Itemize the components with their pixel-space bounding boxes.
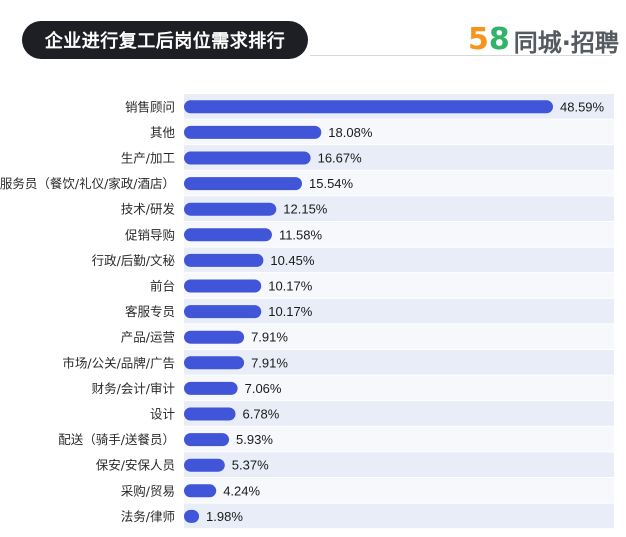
bar <box>184 228 272 242</box>
category-label: 促销导购 <box>125 227 175 242</box>
bar <box>184 407 236 421</box>
category-label: 产品/运营 <box>121 330 175 345</box>
value-label: 5.93% <box>236 432 273 447</box>
value-label: 1.98% <box>206 509 243 524</box>
value-label: 18.08% <box>328 125 373 140</box>
row-band <box>184 324 614 349</box>
category-label: 设计 <box>150 407 175 422</box>
row-band <box>184 478 614 503</box>
bar <box>184 125 322 139</box>
category-label: 服务员（餐饮/礼仪/家政/酒店） <box>0 176 175 191</box>
bar <box>184 458 225 472</box>
brand-name: 同城·招聘 <box>513 28 619 57</box>
brand-logo: 5 8 同城·招聘 <box>468 20 619 60</box>
chart-title: 企业进行复工后岗位需求排行 <box>22 21 308 59</box>
value-label: 10.45% <box>270 253 315 268</box>
value-label: 6.78% <box>242 407 279 422</box>
bar <box>184 253 264 267</box>
category-label: 法务/律师 <box>121 509 175 524</box>
header-divider <box>310 55 612 56</box>
value-label: 15.54% <box>309 176 354 191</box>
brand-58-icon: 5 8 <box>468 25 510 55</box>
bar <box>184 381 238 395</box>
value-label: 7.91% <box>251 355 288 370</box>
value-label: 48.59% <box>560 99 605 114</box>
value-label: 4.24% <box>223 483 260 498</box>
category-label: 生产/加工 <box>121 151 175 166</box>
row-band <box>184 401 614 426</box>
bar <box>184 100 553 114</box>
row-band <box>184 503 614 529</box>
brand-digit-5: 5 <box>468 22 489 57</box>
value-label: 7.91% <box>251 330 288 345</box>
bar <box>184 484 217 498</box>
chart-title-text: 企业进行复工后岗位需求排行 <box>44 31 286 52</box>
value-label: 10.17% <box>268 279 313 294</box>
category-label: 销售顾问 <box>125 99 175 114</box>
row-band <box>184 452 614 477</box>
category-label: 行政/后勤/文秘 <box>92 253 176 268</box>
brand-digit-8: 8 <box>488 22 510 57</box>
category-label: 前台 <box>150 279 175 294</box>
category-label: 采购/贸易 <box>121 483 175 498</box>
value-label: 7.06% <box>245 381 282 396</box>
value-label: 11.58% <box>279 227 323 242</box>
bar <box>184 330 245 344</box>
value-label: 12.15% <box>283 202 328 217</box>
category-label: 其他 <box>150 125 176 140</box>
category-label: 配送（骑手/送餐员） <box>58 432 175 447</box>
value-label: 10.17% <box>268 304 313 319</box>
bar <box>184 509 200 523</box>
bar <box>184 305 262 319</box>
row-band <box>184 375 614 401</box>
bar <box>184 202 277 216</box>
bar <box>184 356 245 370</box>
category-label: 财务/会计/审计 <box>92 381 175 396</box>
bar <box>184 279 262 293</box>
value-label: 5.37% <box>232 458 269 473</box>
category-label: 技术/研发 <box>121 202 176 217</box>
bar <box>184 177 303 191</box>
bar <box>184 151 311 165</box>
category-label: 客服专员 <box>125 304 175 319</box>
category-label: 保安/安保人员 <box>96 458 175 473</box>
bar <box>184 433 230 447</box>
row-band <box>184 350 614 375</box>
row-band <box>184 426 614 452</box>
category-label: 市场/公关/品牌/广告 <box>62 355 175 370</box>
value-label: 16.67% <box>318 151 363 166</box>
